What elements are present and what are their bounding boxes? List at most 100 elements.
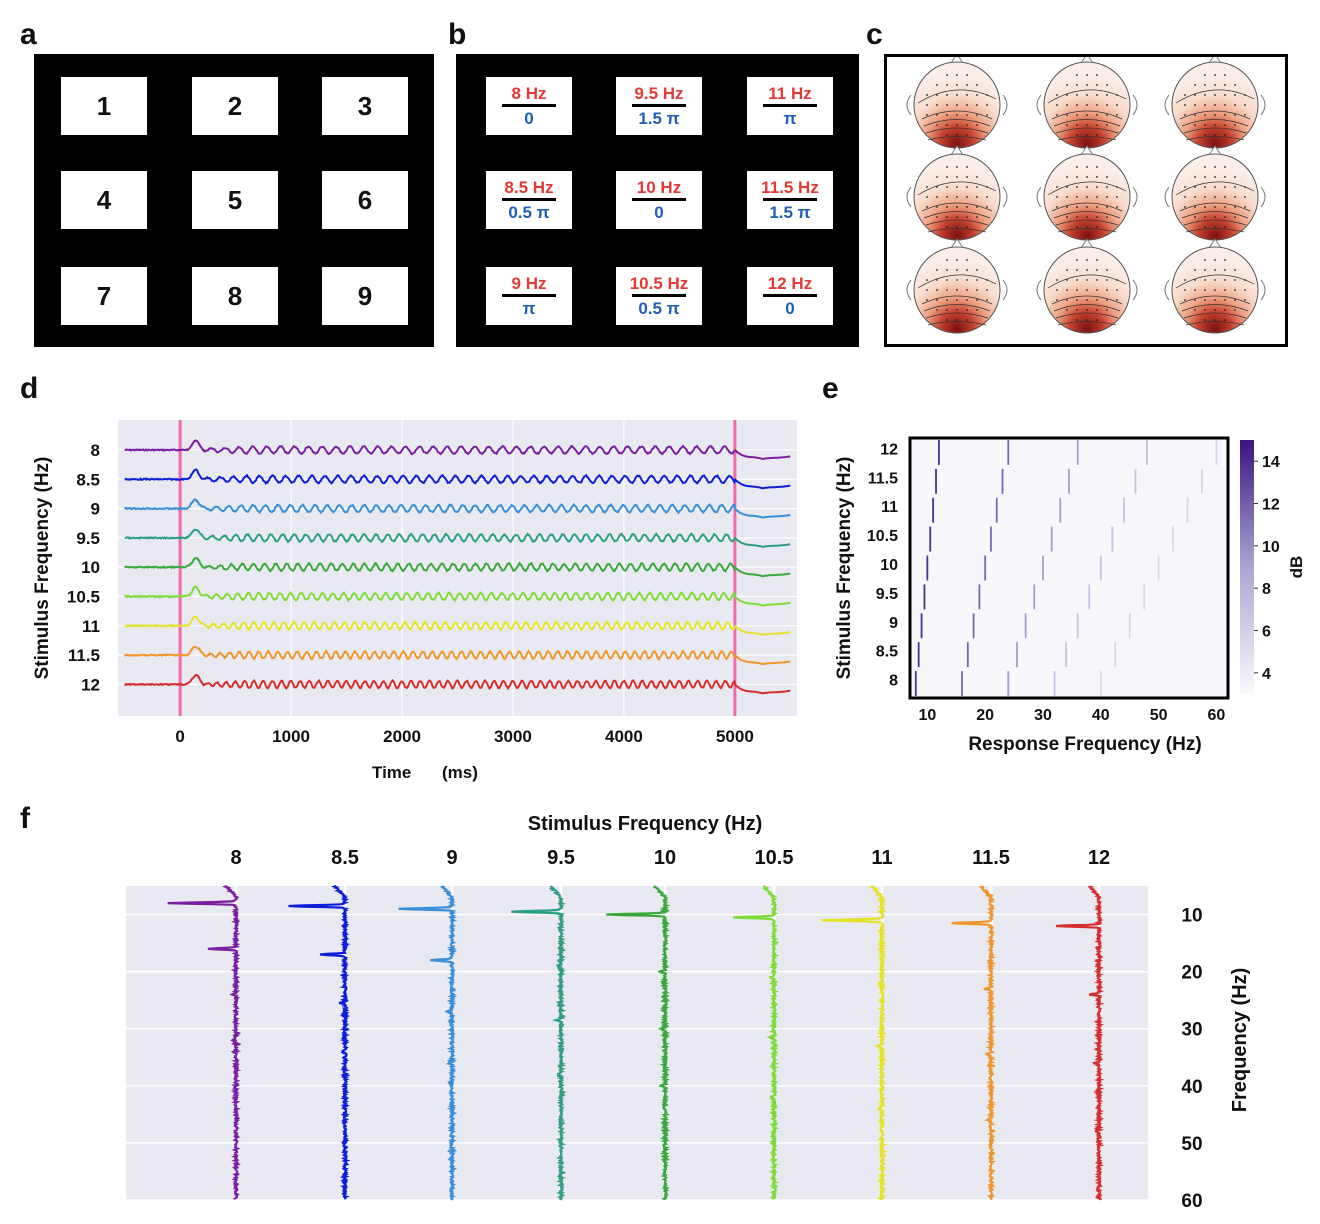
- electrode: [1096, 104, 1098, 106]
- cell-phase: π: [783, 109, 797, 128]
- right-ear: [1002, 279, 1008, 301]
- target-cell: 6: [322, 171, 408, 229]
- spectrum-line: [511, 885, 567, 1201]
- electrode: [956, 309, 958, 311]
- topomap: [1036, 238, 1138, 334]
- electrode: [1106, 176, 1108, 178]
- electrode: [1056, 104, 1058, 106]
- electrode: [1234, 176, 1236, 178]
- colorbar-tick-label: 10: [1262, 539, 1280, 556]
- electrode: [1194, 94, 1196, 96]
- fraction-bar: [502, 104, 556, 107]
- electrode: [976, 269, 978, 271]
- left-ear: [906, 186, 912, 208]
- panel-label-a: a: [20, 18, 37, 51]
- contour: [1047, 89, 1127, 104]
- electrode: [936, 269, 938, 271]
- electrode: [926, 299, 928, 301]
- column-label: 9.5: [547, 847, 575, 869]
- contour: [1051, 202, 1123, 212]
- electrode: [926, 279, 928, 281]
- panel-label-d: d: [20, 372, 39, 405]
- electrode: [1076, 176, 1078, 178]
- electrode: [1184, 289, 1186, 291]
- target-number: 6: [357, 184, 373, 215]
- fraction-bar: [763, 104, 817, 107]
- freq-phase-cell: 8 Hz 0: [486, 77, 572, 135]
- electrode: [1076, 319, 1078, 321]
- heatmap-cell: [1186, 497, 1189, 523]
- electrode: [956, 74, 958, 76]
- electrode: [956, 289, 958, 291]
- electrode: [1056, 299, 1058, 301]
- electrode: [1076, 259, 1078, 261]
- x-axis-label: Response Frequency (Hz): [968, 734, 1201, 755]
- electrode: [936, 104, 938, 106]
- column-label: 10.5: [755, 847, 794, 869]
- electrode: [1194, 309, 1196, 311]
- electrode: [1204, 259, 1206, 261]
- electrode: [946, 196, 948, 198]
- electrode: [1086, 206, 1088, 208]
- target-cell: 9: [322, 267, 408, 325]
- y-tick-label: 10.5: [867, 528, 898, 545]
- electrode: [976, 206, 978, 208]
- electrode: [1066, 94, 1068, 96]
- contour: [1185, 136, 1245, 141]
- target-cell: 1: [61, 77, 147, 135]
- electrode: [1086, 94, 1088, 96]
- contour: [1057, 321, 1117, 326]
- electrode: [1204, 74, 1206, 76]
- electrode: [1224, 309, 1226, 311]
- electrode: [1194, 206, 1196, 208]
- heatmap-cell: [923, 584, 926, 610]
- electrode: [1096, 134, 1098, 136]
- electrode: [1116, 196, 1118, 198]
- electrode: [1244, 186, 1246, 188]
- electrode: [926, 206, 928, 208]
- electrode: [966, 84, 968, 86]
- right-ear: [1260, 279, 1266, 301]
- electrode: [1096, 206, 1098, 208]
- electrode: [1096, 309, 1098, 311]
- contour: [923, 211, 991, 219]
- target-cell: 3: [322, 77, 408, 135]
- electrode: [956, 299, 958, 301]
- electrode: [1244, 196, 1246, 198]
- electrode: [1204, 124, 1206, 126]
- electrode: [1234, 94, 1236, 96]
- freq-phase-cell: 9 Hz π: [486, 267, 572, 325]
- electrode: [936, 309, 938, 311]
- electrode: [1066, 206, 1068, 208]
- electrode: [946, 186, 948, 188]
- electrode: [986, 289, 988, 291]
- electrode: [1194, 186, 1196, 188]
- electrode: [956, 259, 958, 261]
- y-tick-label: 30: [1181, 1020, 1202, 1041]
- nose: [1208, 238, 1222, 249]
- electrode: [1214, 104, 1216, 106]
- nose: [1080, 145, 1094, 156]
- x-tick-label: 40: [1092, 707, 1110, 724]
- cell-phase: 0: [654, 203, 664, 222]
- electrode: [1224, 319, 1226, 321]
- series-line: [124, 439, 791, 461]
- y-tick-label: 11: [881, 499, 898, 516]
- electrode: [1194, 196, 1196, 198]
- series-line: [123, 498, 791, 519]
- target-cell: 2: [192, 77, 278, 135]
- electrode: [1056, 289, 1058, 291]
- electrode: [976, 196, 978, 198]
- heatmap-cell: [1059, 497, 1062, 523]
- electrode: [966, 196, 968, 198]
- electrode: [1076, 84, 1078, 86]
- electrode: [1086, 124, 1088, 126]
- electrode: [1204, 226, 1206, 228]
- electrode: [1106, 216, 1108, 218]
- colorbar-tick-label: 14: [1262, 454, 1280, 471]
- electrode: [956, 134, 958, 136]
- electrode: [966, 124, 968, 126]
- freq-phase-cell: 10 Hz 0: [616, 171, 702, 229]
- electrode: [1224, 114, 1226, 116]
- electrode: [1086, 289, 1088, 291]
